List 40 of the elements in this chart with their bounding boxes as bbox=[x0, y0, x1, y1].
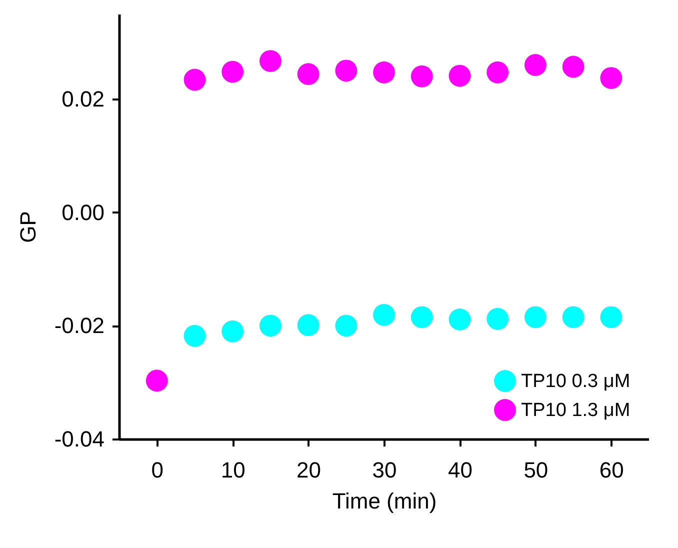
point bbox=[222, 60, 244, 83]
legend-label: TP10 1.3 μM bbox=[521, 400, 630, 421]
point bbox=[448, 308, 471, 330]
y-axis-title: GP bbox=[15, 211, 40, 243]
x-tick-label: 30 bbox=[372, 458, 397, 482]
x-tick-label: 0 bbox=[151, 458, 164, 482]
point bbox=[146, 370, 168, 392]
y-tick-label: -0.02 bbox=[54, 313, 104, 338]
point bbox=[259, 50, 282, 72]
point bbox=[222, 320, 244, 342]
point bbox=[373, 61, 395, 84]
x-tick-label: 60 bbox=[599, 458, 624, 482]
point bbox=[410, 65, 433, 88]
y-tick-label: -0.04 bbox=[54, 426, 104, 452]
point bbox=[297, 314, 320, 336]
x-tick-label: 40 bbox=[448, 458, 472, 482]
legend-label: TP10 0.3 μM bbox=[521, 371, 630, 392]
point bbox=[524, 306, 546, 328]
point bbox=[486, 61, 509, 84]
point bbox=[297, 63, 320, 85]
x-axis-title: Time (min) bbox=[332, 488, 437, 514]
point bbox=[486, 308, 509, 330]
point bbox=[184, 324, 206, 347]
point bbox=[335, 314, 358, 337]
point bbox=[373, 304, 395, 326]
point bbox=[524, 54, 546, 76]
x-tick-label: 10 bbox=[220, 458, 246, 482]
point bbox=[600, 67, 622, 89]
point bbox=[259, 314, 282, 337]
point bbox=[410, 306, 433, 328]
point bbox=[335, 60, 358, 82]
point bbox=[562, 56, 584, 78]
point bbox=[562, 306, 584, 328]
x-tick-label: 50 bbox=[524, 458, 548, 482]
point bbox=[600, 306, 622, 328]
y-tick-label: 0.00 bbox=[62, 200, 104, 225]
x-tick-label: 20 bbox=[296, 458, 322, 482]
point bbox=[448, 64, 471, 87]
point bbox=[184, 68, 206, 91]
y-tick-label: 0.02 bbox=[62, 86, 104, 112]
